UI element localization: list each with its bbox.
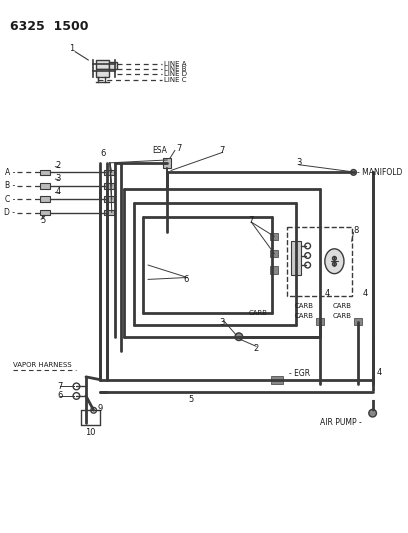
Text: 7: 7 [220, 146, 225, 155]
Text: 7: 7 [58, 382, 63, 391]
Text: 7: 7 [248, 216, 254, 225]
Circle shape [91, 407, 97, 413]
Bar [271, 376, 283, 384]
Bar [40, 169, 50, 175]
Text: CARB: CARB [333, 313, 352, 319]
Bar [287, 227, 352, 296]
Text: 3: 3 [220, 318, 225, 327]
Text: LINE D: LINE D [164, 71, 187, 77]
Ellipse shape [325, 249, 344, 273]
Text: D -: D - [4, 208, 15, 217]
Text: LINE A: LINE A [164, 61, 187, 67]
Text: LINE B: LINE B [164, 66, 187, 72]
Bar [271, 232, 278, 240]
Text: 6325  1500: 6325 1500 [9, 20, 88, 33]
Circle shape [73, 393, 80, 399]
Text: ESA: ESA [152, 146, 167, 155]
Text: 3: 3 [296, 158, 302, 167]
Text: 3: 3 [55, 174, 61, 183]
Text: 6: 6 [184, 275, 189, 284]
Text: 5: 5 [40, 216, 45, 225]
Text: CARB: CARB [333, 303, 352, 309]
Circle shape [73, 383, 80, 390]
Bar [109, 61, 117, 69]
Text: 9: 9 [98, 404, 103, 413]
Bar [40, 209, 50, 215]
Text: B -: B - [5, 181, 15, 190]
Circle shape [305, 253, 310, 259]
Bar [271, 266, 278, 273]
Bar [95, 60, 109, 69]
Text: CARB: CARB [294, 313, 313, 319]
Text: VAPOR HARNESS: VAPOR HARNESS [13, 362, 72, 368]
Circle shape [235, 333, 243, 341]
Bar [104, 169, 114, 175]
Bar [291, 241, 301, 274]
Bar [95, 69, 109, 77]
Bar [104, 183, 114, 189]
Text: 4: 4 [363, 289, 368, 298]
Bar [104, 196, 114, 202]
Text: C -: C - [5, 195, 15, 204]
Text: AIR PUMP -: AIR PUMP - [320, 418, 362, 427]
Text: 4: 4 [55, 187, 61, 196]
Circle shape [305, 262, 310, 268]
Bar [104, 209, 114, 215]
Bar [271, 250, 278, 257]
Text: 6: 6 [58, 391, 63, 400]
Text: 8: 8 [353, 226, 359, 235]
Bar [40, 183, 50, 189]
Bar [40, 196, 50, 202]
Text: CARB: CARB [248, 310, 268, 316]
Text: 6: 6 [100, 149, 106, 158]
Text: 4: 4 [325, 289, 330, 298]
Text: 4: 4 [377, 368, 382, 377]
Bar [355, 318, 362, 325]
Text: 5: 5 [188, 395, 194, 405]
Text: 7: 7 [177, 144, 182, 153]
Circle shape [350, 169, 356, 175]
Text: - EGR: - EGR [288, 369, 310, 378]
Circle shape [333, 256, 336, 260]
Text: 1: 1 [69, 44, 74, 53]
Circle shape [305, 243, 310, 249]
Text: CARB: CARB [294, 303, 313, 309]
Text: A -: A - [5, 168, 15, 177]
Circle shape [369, 409, 377, 417]
Text: 2: 2 [253, 344, 258, 353]
Bar [163, 158, 171, 167]
Text: - MANIFOLD: - MANIFOLD [357, 168, 403, 177]
Text: LINE C: LINE C [164, 77, 187, 83]
Text: 10: 10 [86, 428, 96, 437]
Text: 2: 2 [55, 161, 61, 170]
Bar [316, 318, 324, 325]
Circle shape [333, 262, 336, 266]
